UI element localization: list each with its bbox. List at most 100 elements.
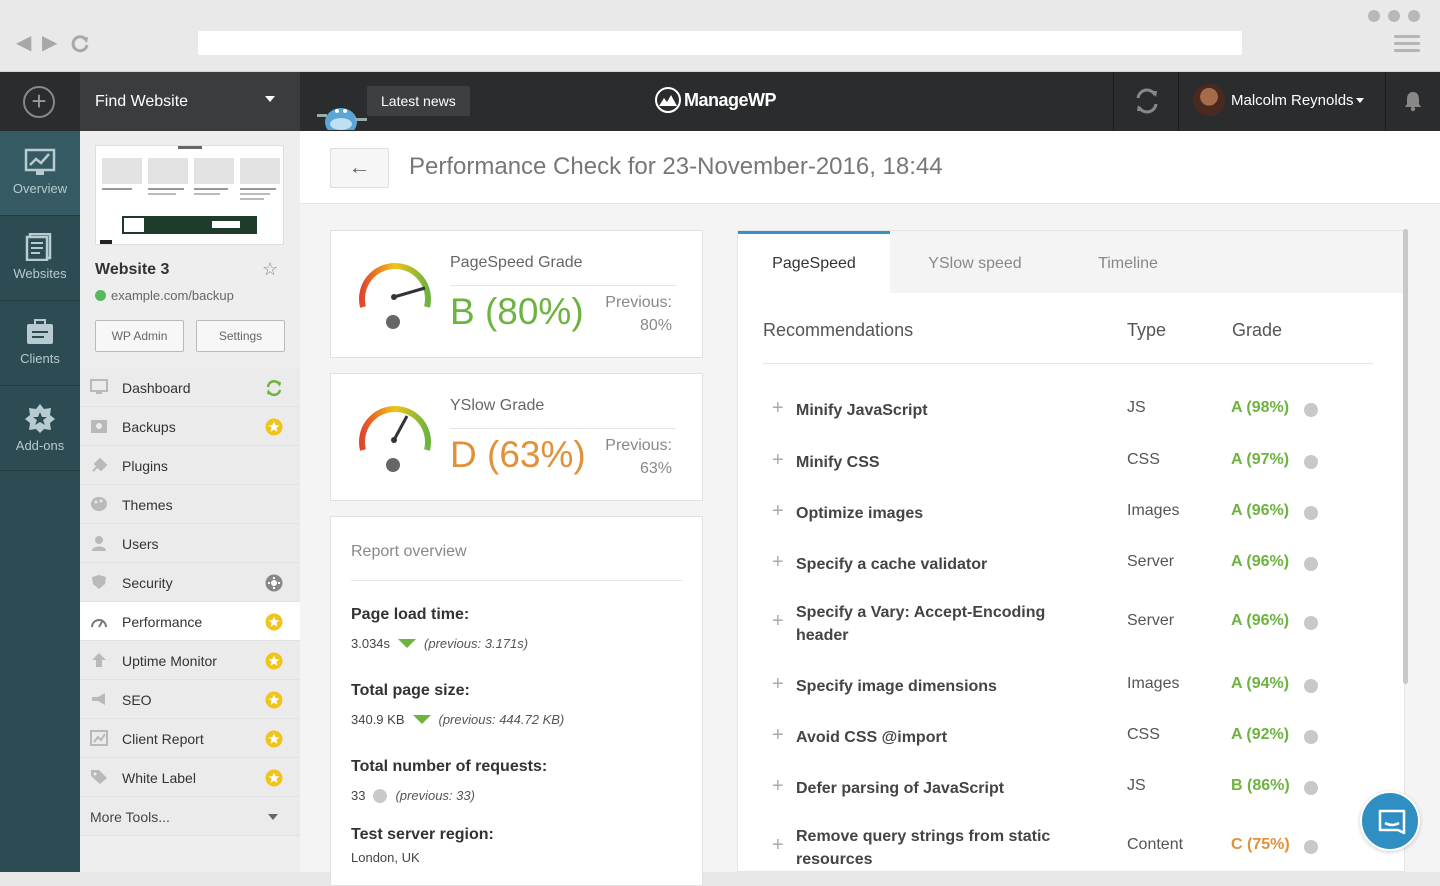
browser-forward-icon[interactable]: ▶ <box>42 32 58 54</box>
menu-item-seo[interactable]: SEO <box>80 680 300 719</box>
recommendation-name: Specify a Vary: Accept-Encoding header <box>796 604 1046 644</box>
pagespeed-grade-card: PageSpeed Grade B (80%) Previous: 80% <box>330 230 703 358</box>
menu-label: Backups <box>122 419 176 435</box>
browser-reload-icon[interactable] <box>70 33 90 53</box>
recommendation-type: JS <box>1127 777 1146 794</box>
trend-neutral-icon <box>373 788 388 803</box>
recommendation-grade: C (75%) <box>1231 836 1290 853</box>
menu-item-users[interactable]: Users <box>80 524 300 563</box>
pagespeed-grade-value: B (80%) <box>450 291 584 332</box>
tab-timeline[interactable]: Timeline <box>1098 255 1158 272</box>
notifications-button[interactable] <box>1385 72 1440 131</box>
avatar <box>1193 84 1225 116</box>
table-row[interactable]: + Remove query strings from static resour… <box>763 825 1373 871</box>
back-button[interactable]: ← <box>330 148 389 188</box>
menu-item-plugins[interactable]: Plugins <box>80 446 300 485</box>
status-dot <box>1304 557 1318 571</box>
expand-plus-icon[interactable]: + <box>772 397 784 419</box>
metric-previous: (previous: 444.72 KB) <box>438 712 565 727</box>
settings-button[interactable]: Settings <box>196 320 285 352</box>
latest-news-button[interactable]: Latest news <box>367 86 470 116</box>
tag-icon <box>91 770 107 784</box>
menu-item-uptime-monitor[interactable]: Uptime Monitor <box>80 641 300 680</box>
status-dot <box>1304 403 1318 417</box>
menu-label: Security <box>122 575 173 591</box>
status-dot <box>1304 455 1318 469</box>
table-row[interactable]: + Specify a Vary: Accept-Encoding header S… <box>763 601 1373 647</box>
expand-plus-icon[interactable]: + <box>772 775 784 797</box>
metric-value: 3.034s <box>351 636 391 651</box>
favorite-star-icon[interactable]: ☆ <box>262 259 279 279</box>
find-website-dropdown[interactable]: Find Website <box>80 72 300 131</box>
menu-item-themes[interactable]: Themes <box>80 485 300 524</box>
megaphone-icon <box>92 693 105 705</box>
user-icon <box>92 536 106 551</box>
nav-websites[interactable]: Websites <box>0 216 80 301</box>
table-row[interactable]: + Minify JavaScript JS A (98%) <box>763 397 1373 422</box>
table-row[interactable]: + Optimize images Images A (96%) <box>763 500 1373 525</box>
table-row[interactable]: + Defer parsing of JavaScript JS B (86%) <box>763 775 1373 800</box>
nav-overview-label: Overview <box>12 181 68 196</box>
address-bar[interactable] <box>198 31 1242 55</box>
expand-plus-icon[interactable]: + <box>772 673 784 695</box>
more-tools-dropdown[interactable]: More Tools... <box>80 797 300 836</box>
site-name: Website 3 <box>95 261 170 278</box>
chat-button[interactable] <box>1360 791 1420 851</box>
site-url[interactable]: example.com/backup <box>95 288 234 303</box>
expand-plus-icon[interactable]: + <box>772 551 784 573</box>
status-dot <box>1304 506 1318 520</box>
sync-button[interactable] <box>1113 72 1179 131</box>
menu-item-security[interactable]: Security <box>80 563 300 602</box>
recommendation-grade: A (98%) <box>1231 399 1290 416</box>
menu-item-performance[interactable]: Performance <box>80 602 300 641</box>
table-row[interactable]: + Avoid CSS @import CSS A (92%) <box>763 724 1373 749</box>
websites-icon <box>25 233 52 261</box>
menu-item-backups[interactable]: Backups <box>80 407 300 446</box>
add-website-icon[interactable]: + <box>23 86 55 118</box>
expand-plus-icon[interactable]: + <box>772 449 784 471</box>
expand-plus-icon[interactable]: + <box>772 500 784 522</box>
tab-yslow-speed[interactable]: YSlow speed <box>928 255 1022 272</box>
recommendation-name: Minify JavaScript <box>796 402 928 419</box>
expand-plus-icon[interactable]: + <box>772 724 784 746</box>
expand-plus-icon[interactable]: + <box>772 834 784 856</box>
table-row[interactable]: + Specify image dimensions Images A (94%) <box>763 673 1373 698</box>
recommendation-type: Server <box>1127 553 1175 570</box>
tab-pagespeed[interactable]: PageSpeed <box>738 231 890 293</box>
recommendation-grade: A (97%) <box>1231 451 1290 468</box>
nav-addons[interactable]: Add-ons <box>0 386 80 471</box>
user-menu[interactable]: Malcolm Reynolds <box>1193 84 1364 116</box>
backup-icon <box>91 420 107 433</box>
expand-plus-icon[interactable]: + <box>772 610 784 632</box>
refresh-icon <box>266 380 282 397</box>
table-row[interactable]: + Specify a cache validator Server A (96%) <box>763 551 1373 576</box>
plug-icon <box>92 457 108 472</box>
previous-label: Previous: <box>605 437 672 454</box>
browser-back-icon[interactable]: ◀ <box>16 32 32 54</box>
yslow-grade-value: D (63%) <box>450 434 586 475</box>
browser-menu-icon[interactable] <box>1394 35 1420 56</box>
report-icon <box>90 730 108 746</box>
menu-item-white-label[interactable]: White Label <box>80 758 300 797</box>
logo-mark-icon <box>655 87 681 113</box>
recommendation-type: Images <box>1127 675 1180 692</box>
shield-icon <box>92 575 106 589</box>
wp-admin-button[interactable]: WP Admin <box>95 320 184 352</box>
premium-star-icon <box>265 691 283 709</box>
nav-clients[interactable]: Clients <box>0 301 80 386</box>
metric-previous: (previous: 3.171s) <box>424 636 529 651</box>
recommendation-type: Content <box>1127 836 1184 853</box>
browser-toolbar: ◀ ▶ <box>0 0 1440 72</box>
nav-overview[interactable]: Overview <box>0 131 80 216</box>
table-row[interactable]: + Minify CSS CSS A (97%) <box>763 449 1373 474</box>
main-content: ← Performance Check for 23-November-2016… <box>300 131 1440 886</box>
menu-item-client-report[interactable]: Client Report <box>80 719 300 758</box>
managewp-logo[interactable]: ManageWP <box>655 87 777 113</box>
recommendation-type: Server <box>1127 612 1175 629</box>
metric-test-server-region: Test server region: London, UK <box>351 826 494 865</box>
menu-item-dashboard[interactable]: Dashboard <box>80 368 300 407</box>
column-header-type: Type <box>1127 320 1167 340</box>
scrollbar[interactable] <box>1403 229 1408 684</box>
site-thumbnail[interactable] <box>95 145 284 245</box>
clients-icon <box>27 319 53 344</box>
